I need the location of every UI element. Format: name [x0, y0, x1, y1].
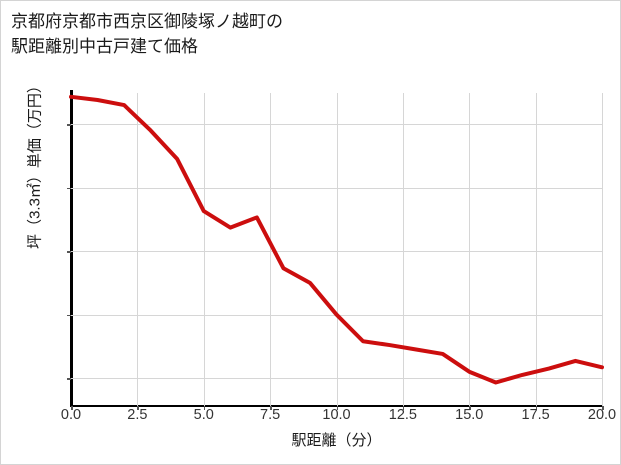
x-tick-label: 7.5 [260, 407, 281, 423]
x-tick-mark [71, 406, 73, 410]
plot-area: 6162636465 0.02.55.07.510.012.515.017.52… [61, 90, 616, 423]
gridline-vertical [402, 93, 404, 406]
gridline-vertical [469, 93, 471, 406]
price-line-series [69, 94, 604, 385]
x-tick-mark [469, 406, 471, 410]
x-tick-mark [402, 406, 405, 410]
x-tick-label: 10.0 [322, 407, 351, 423]
y-tick-mark [67, 124, 71, 126]
y-tick-mark [67, 314, 71, 317]
x-tick-mark [602, 406, 604, 410]
x-tick-label: 2.5 [127, 407, 148, 423]
y-tick-mark [67, 251, 71, 253]
y-axis-line [70, 90, 73, 407]
gridline-vertical [203, 93, 205, 406]
gridline-vertical [270, 93, 272, 406]
x-tick-label: 0.0 [60, 407, 82, 423]
gridline-vertical [336, 93, 338, 406]
x-tick-mark [203, 406, 206, 410]
chart-title: 京都府京都市西京区御陵塚ノ越町の 駅距離別中古戸建て価格 [11, 12, 283, 56]
x-tick-label: 20.0 [587, 407, 617, 423]
gridline-vertical [137, 93, 139, 406]
x-tick-label: 12.5 [388, 407, 417, 423]
x-tick-label: 5.0 [193, 407, 214, 423]
x-axis-label: 駅距離（分） [291, 432, 382, 449]
x-tick-label: 15.0 [455, 407, 484, 423]
y-tick-mark [67, 378, 71, 380]
x-tick-mark [270, 406, 272, 410]
gridline-vertical [602, 93, 603, 406]
y-tick-mark [67, 187, 71, 190]
x-tick-mark [137, 406, 139, 410]
x-tick-mark [336, 406, 338, 410]
x-tick-mark [535, 406, 538, 410]
gridline-vertical [535, 93, 537, 406]
y-axis-label: 坪（3.3㎡）単価（万円） [26, 78, 44, 249]
x-tick-label: 17.5 [521, 407, 550, 423]
